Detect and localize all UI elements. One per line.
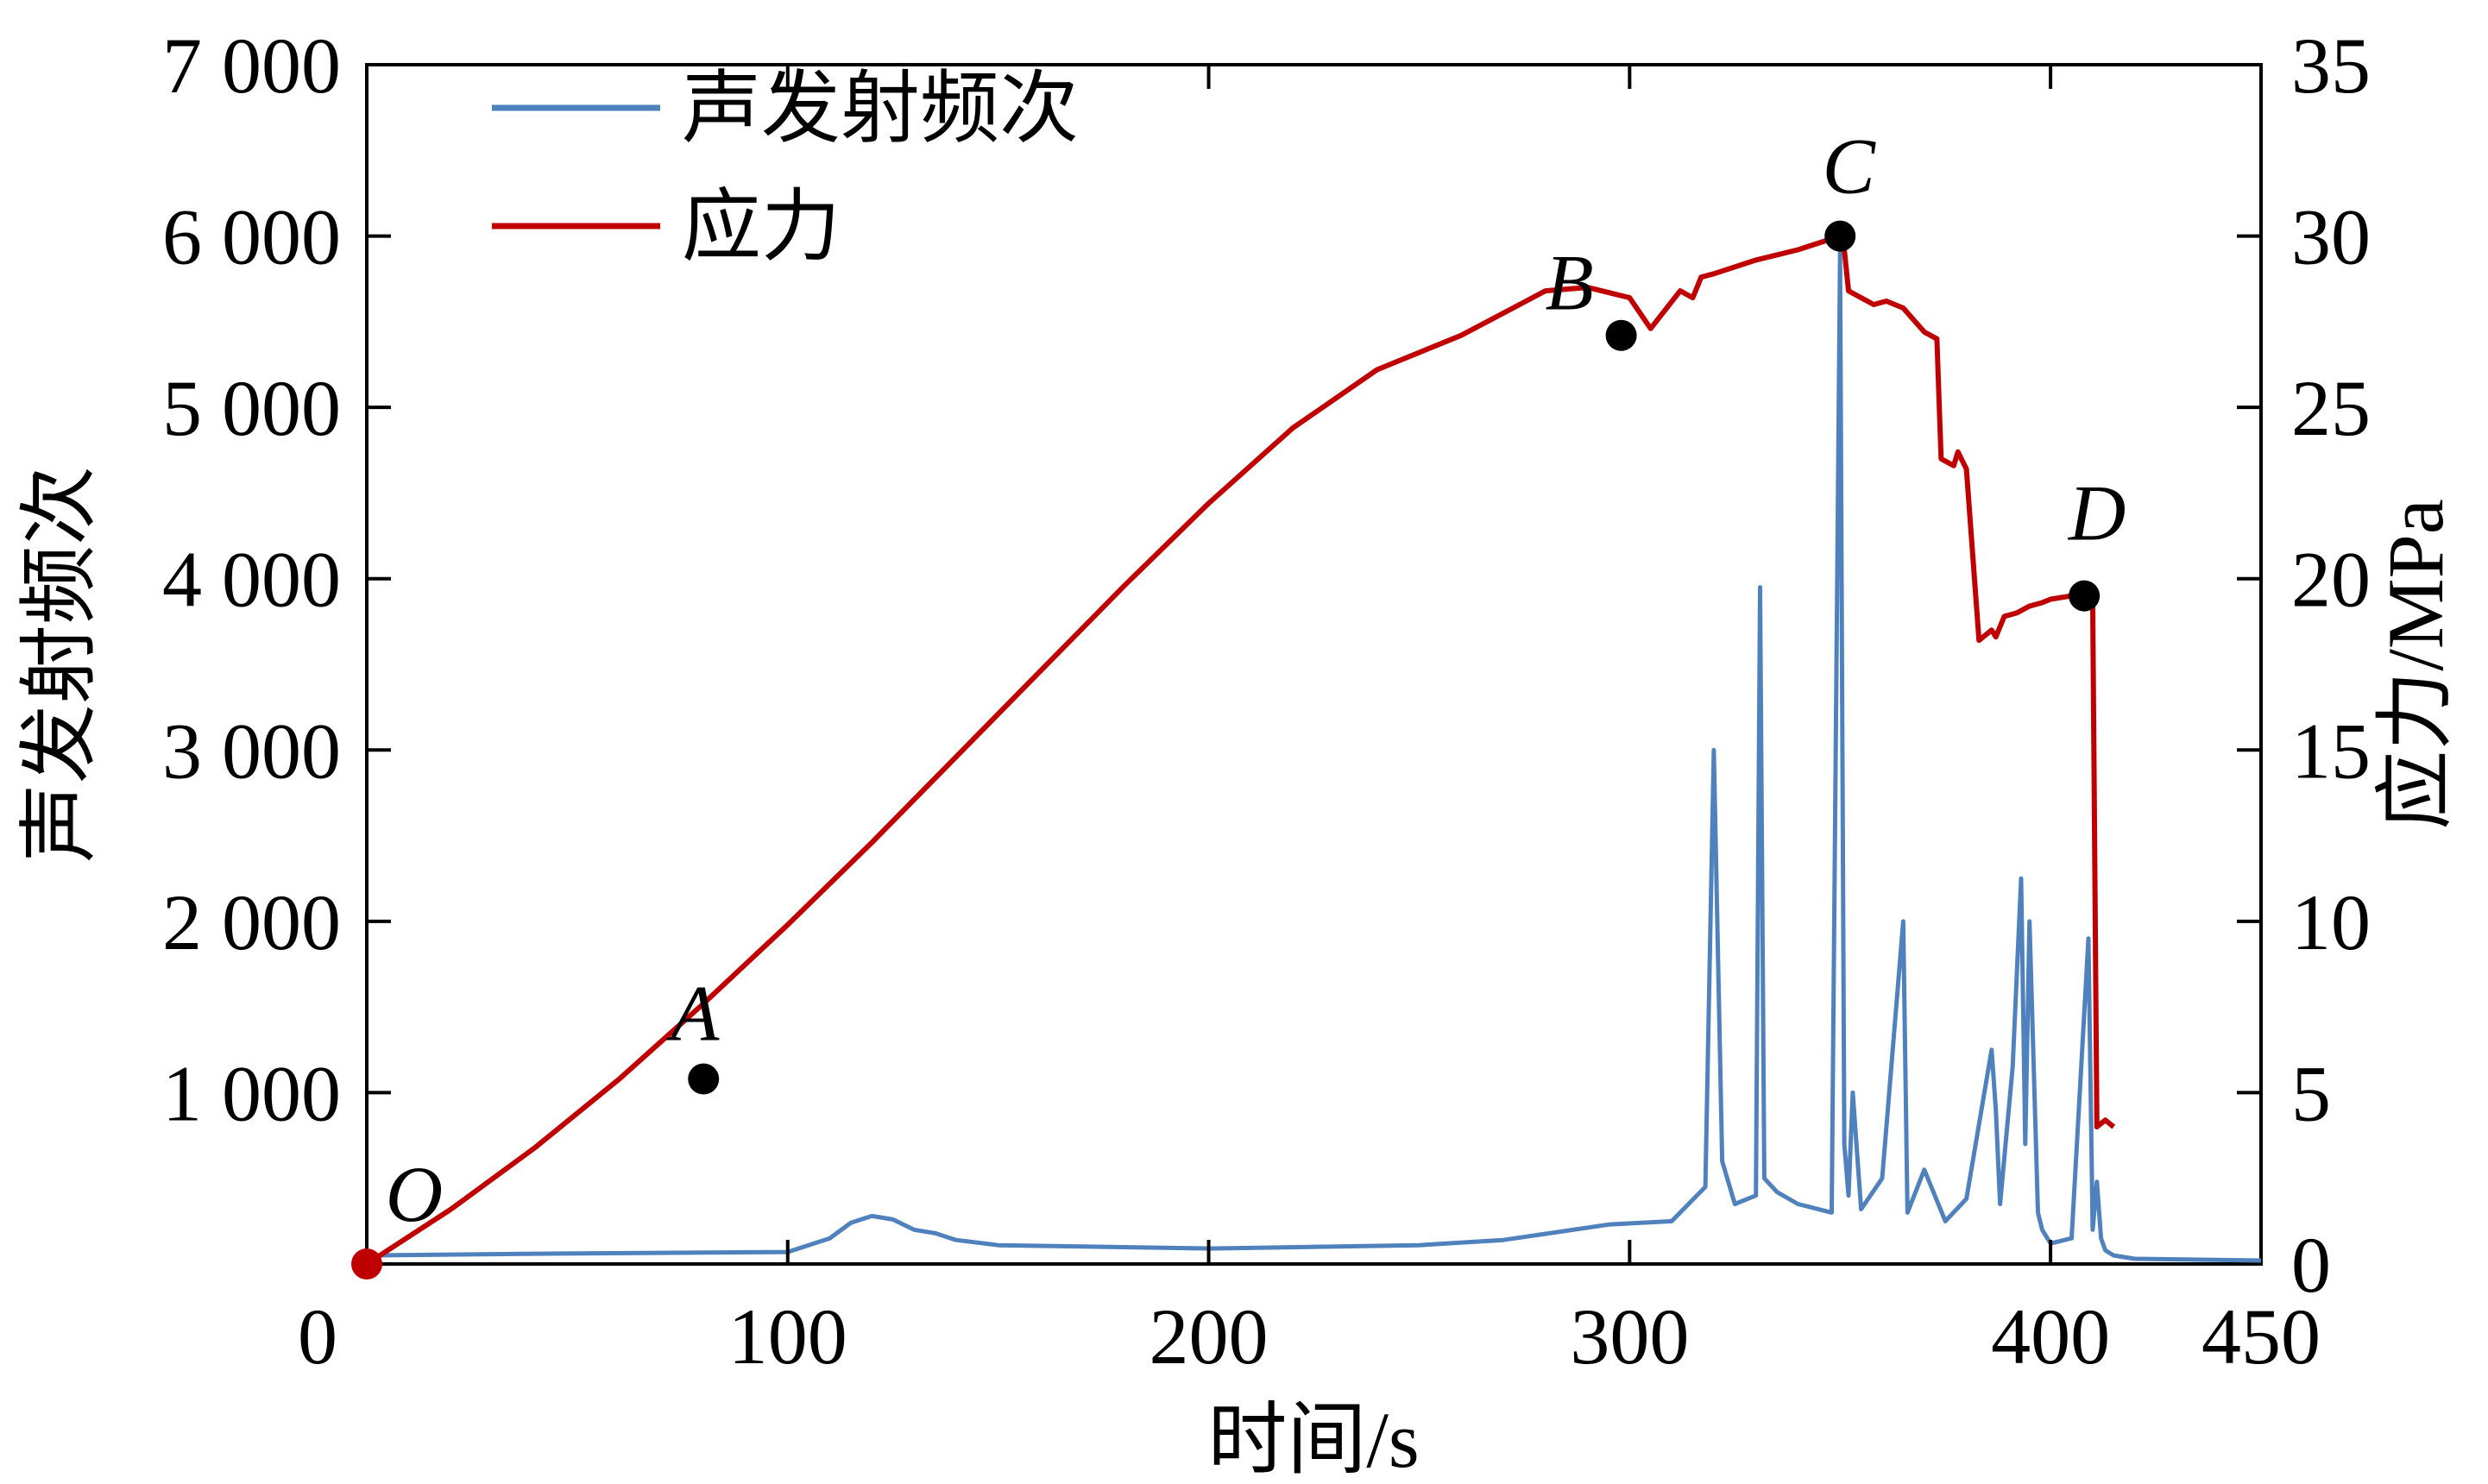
y-right-tick-label: 25: [2291, 364, 2371, 452]
y-right-tick-label: 15: [2291, 707, 2371, 795]
point-marker-b: [1605, 319, 1637, 351]
x-axis-title: 时间/s: [1207, 1396, 1419, 1484]
y-left-axis-title: 声发射频次: [16, 466, 104, 863]
x-tick-label: 0: [298, 1292, 337, 1380]
point-marker-a: [688, 1063, 720, 1095]
y-right-tick-label: 20: [2291, 536, 2371, 624]
acoustic-emission-series: [366, 250, 2262, 1263]
y-right-tick-label: 0: [2291, 1221, 2331, 1309]
x-tick-label: 400: [1991, 1292, 2110, 1380]
x-tick-label: 100: [728, 1292, 847, 1380]
point-marker-d: [2069, 580, 2101, 612]
y-left-tick-label: 3 000: [162, 707, 341, 795]
x-tick-label: 300: [1570, 1292, 1689, 1380]
y-left-tick-label: 1 000: [162, 1049, 341, 1137]
y-left-tick-label: 4 000: [162, 536, 341, 624]
point-label-o: O: [386, 1150, 443, 1238]
stress-series: [365, 233, 2116, 1267]
point-marker-o: [351, 1248, 382, 1280]
y-left-tick-label: 2 000: [162, 878, 341, 966]
ae-series-line: [366, 250, 2262, 1263]
y-right-tick-label: 10: [2291, 878, 2371, 966]
y-left-tick-label: 7 000: [162, 22, 341, 110]
legend: 声发射频次 应力: [492, 65, 1079, 271]
point-label-c: C: [1823, 123, 1877, 211]
point-label-b: B: [1545, 239, 1593, 327]
y-right-tick-label: 5: [2291, 1049, 2331, 1137]
y-left-tick-label: 6 000: [162, 193, 341, 281]
point-marker-c: [1824, 220, 1856, 252]
point-label-a: A: [665, 970, 720, 1058]
y-right-axis-title: 应力/MPa: [2371, 499, 2460, 829]
legend-label-stress: 应力: [682, 183, 841, 271]
x-tick-label: 200: [1150, 1292, 1269, 1380]
y-right-tick-label: 30: [2291, 193, 2371, 281]
marked-points: O A B C D: [351, 123, 2126, 1280]
point-label-d: D: [2067, 469, 2126, 557]
stress-series-line: [365, 233, 2116, 1267]
y-right-tick-label: 35: [2291, 22, 2371, 110]
plot-frame: [365, 63, 2263, 1266]
legend-label-ae: 声发射频次: [682, 65, 1079, 153]
y-left-tick-label: 5 000: [162, 364, 341, 452]
x-tick-label: 450: [2201, 1292, 2321, 1380]
plot-area: [365, 63, 2263, 1266]
